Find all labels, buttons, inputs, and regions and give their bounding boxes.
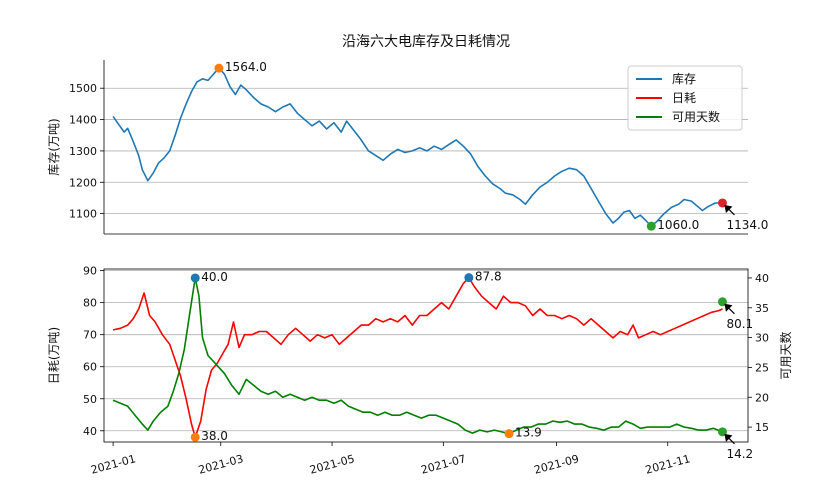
y2-tick-label: 20 (755, 391, 769, 404)
x-tick-label: 2021-09 (533, 452, 581, 476)
chart-title: 沿海六大电库存及日耗情况 (342, 34, 510, 50)
series-line-0 (112, 67, 723, 227)
y-tick-label: 80 (83, 297, 97, 310)
series-line-1 (112, 277, 723, 435)
legend-box (627, 65, 743, 131)
x-tick-label: 2021-11 (644, 452, 692, 476)
y-tick-label: 90 (83, 265, 97, 278)
annotation-label: 13.9 (515, 426, 542, 440)
x-tick-label: 2021-01 (89, 452, 137, 476)
annotation-label: 1060.0 (657, 218, 699, 232)
y-tick-label: 1100 (69, 208, 97, 221)
x-tick-label: 2021-07 (420, 452, 468, 476)
annotation-label: 38.0 (201, 429, 228, 443)
annotation-marker (190, 273, 200, 283)
x-tick-label: 2021-03 (197, 452, 245, 476)
legend-label: 日耗 (672, 91, 696, 105)
annotation-marker (464, 273, 474, 283)
y-axis-title: 库存(万吨) (46, 118, 61, 175)
y-tick-label: 70 (83, 329, 97, 342)
consumption-panel: 40 50 60 70 80 90 15 20 25 30 35 40 2021-01 2021-03 20… (47, 265, 793, 477)
annotation-marker (190, 432, 200, 442)
annotation-label: 1134.0 (726, 218, 768, 232)
plot-frame (103, 268, 749, 443)
y-tick-label: 1200 (69, 176, 97, 189)
annotation-label: 80.1 (726, 317, 753, 331)
annotation-marker (646, 221, 656, 231)
y-tick-label: 60 (83, 361, 97, 374)
annotation-label: 14.2 (726, 447, 753, 461)
y2-tick-label: 25 (755, 361, 769, 374)
legend-label: 库存 (672, 71, 696, 86)
x-tick-label: 2021-05 (308, 452, 356, 476)
annotation-marker (214, 63, 224, 73)
y2-tick-label: 40 (755, 272, 769, 285)
annotation-arrowhead (724, 303, 733, 312)
y-tick-label: 50 (83, 393, 97, 406)
y-tick-label: 40 (83, 425, 97, 438)
annotation-label: 40.0 (201, 270, 228, 284)
y-tick-label: 1500 (69, 82, 97, 95)
annotation-arrowhead (724, 433, 733, 442)
y2-tick-label: 30 (755, 332, 769, 345)
y2-axis-title: 可用天数 (778, 331, 793, 379)
legend-label: 可用天数 (672, 109, 720, 124)
annotation-marker (504, 429, 514, 439)
annotation-label: 1564.0 (225, 60, 267, 74)
y2-tick-label: 15 (755, 421, 769, 434)
inventory-panel: 1100 1200 1300 1400 1500 1564.0 1060.0 1134.0 库存… (46, 34, 768, 235)
annotation-arrowhead (724, 204, 733, 213)
annotation-label: 87.8 (475, 270, 502, 284)
series-line-0 (112, 276, 723, 438)
y-axis-title: 日耗(万吨) (47, 327, 61, 384)
y-tick-label: 1300 (69, 145, 97, 158)
y2-tick-label: 35 (755, 302, 769, 315)
y-tick-label: 1400 (69, 114, 97, 127)
